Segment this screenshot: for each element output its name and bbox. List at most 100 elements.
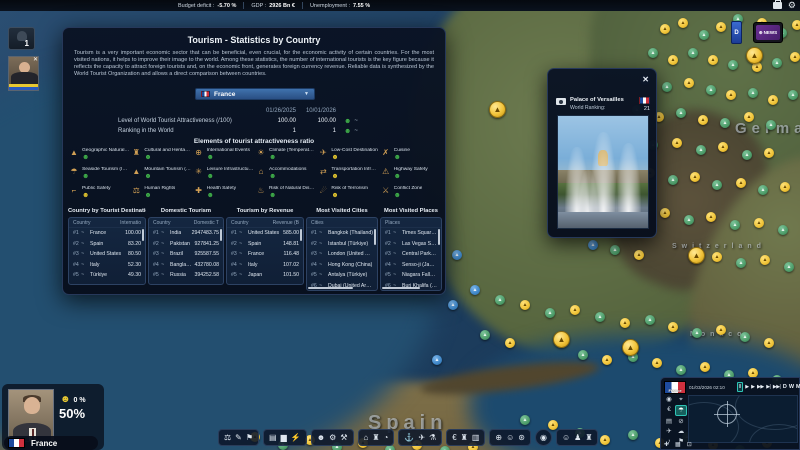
table-row[interactable]: #2 ~ Spain 148.81 — [227, 239, 303, 250]
tourist-site-marker[interactable]: ▲ — [634, 250, 644, 260]
person-icon[interactable]: ☻ — [316, 432, 326, 442]
screenshot-icon[interactable]: ⊡ — [686, 442, 692, 448]
tourist-site-marker[interactable]: ▲ — [678, 18, 688, 28]
advisers-button[interactable]: 1 — [8, 27, 35, 50]
grid-layer-icon[interactable]: ▤ — [665, 418, 673, 425]
tourist-site-marker[interactable]: ▲ — [684, 78, 694, 88]
table-row[interactable]: #2 ~ Spain 83.20 — [69, 239, 145, 250]
tourist-site-marker[interactable]: ▲ — [744, 112, 754, 122]
scales-icon[interactable]: ⚖ — [224, 432, 232, 442]
citizens-icon[interactable]: ☺ — [561, 432, 571, 442]
tourist-site-marker[interactable]: ▲ — [784, 262, 794, 272]
vertical-scrollbar[interactable] — [300, 229, 302, 241]
flag-layer-icon[interactable]: ⚑ — [678, 438, 684, 445]
table-row[interactable]: #3 ~ United States 80.50 — [69, 249, 145, 260]
tourist-site-marker[interactable]: ▲ — [520, 415, 530, 425]
table-body[interactable]: Country Domestic T #1 ~ India 2947483.75 #2 ~ Pa… — [148, 217, 224, 285]
tourist-site-marker[interactable]: ▲ — [654, 112, 664, 122]
tiles-icon[interactable]: ▦ — [675, 442, 681, 448]
news-app-icon[interactable]: D — [731, 21, 742, 44]
table-row[interactable]: #1 ~ France 100.00 — [69, 228, 145, 239]
fast-forward-button[interactable]: ▶▶ — [757, 384, 764, 390]
tourist-site-marker[interactable]: ▲ — [660, 208, 670, 218]
tourist-site-marker[interactable]: ▲ — [748, 368, 758, 378]
tourist-site-marker[interactable]: ▲ — [545, 308, 555, 318]
tourist-site-marker[interactable]: ▲ — [570, 305, 580, 315]
horizontal-scrollbar[interactable] — [382, 287, 420, 289]
vertical-scrollbar[interactable] — [374, 229, 376, 245]
close-icon[interactable]: ✕ — [642, 75, 649, 84]
table-row[interactable]: #5 ~ Türkiye 49.30 — [69, 270, 145, 281]
tourist-site-marker[interactable]: ▲ — [688, 247, 705, 264]
tourist-site-marker[interactable]: ▲ — [578, 350, 588, 360]
tourist-site-marker[interactable]: ▲ — [716, 22, 726, 32]
tourist-site-marker[interactable]: ▲ — [764, 338, 774, 348]
tourist-site-marker[interactable]: ▲ — [595, 312, 605, 322]
target-layer-icon[interactable]: ⌖ — [679, 396, 683, 403]
play-button[interactable]: ▶ — [745, 384, 749, 390]
tourist-site-marker[interactable]: ▲ — [468, 442, 478, 450]
speed-w-button[interactable]: W — [788, 384, 794, 390]
skip-end-button[interactable]: ▶▶| — [772, 384, 781, 390]
table-row[interactable]: #4 ~ Senso-ji (Japan) — [381, 260, 441, 271]
vertical-scrollbar[interactable] — [438, 229, 440, 245]
table-row[interactable]: #4 ~ Italy 107.02 — [227, 260, 303, 271]
tourist-site-marker[interactable]: ▲ — [684, 215, 694, 225]
tourist-site-marker[interactable]: ▲ — [790, 52, 800, 62]
tourist-site-marker[interactable]: ▲ — [489, 101, 506, 118]
tourist-site-marker[interactable]: ▲ — [724, 370, 734, 380]
tourist-site-marker[interactable]: ▲ — [628, 352, 638, 362]
country-selector[interactable]: France ▼ — [195, 88, 315, 100]
table-row[interactable]: #4~ Bangladesh432780.08 — [149, 260, 223, 271]
tourist-site-marker[interactable]: ▲ — [716, 325, 726, 335]
table-row[interactable]: #1~ Times Square (United State.. — [381, 228, 441, 239]
ledger-icon[interactable]: ▤ — [269, 432, 277, 442]
table-body[interactable]: Cities #1 ~ Bangkok (Thailand) #2 ~ Istanbul (… — [306, 217, 378, 291]
table-body[interactable]: Places#1~Times Square (United State..#2~… — [380, 217, 442, 291]
tourist-site-marker[interactable]: ▲ — [548, 420, 558, 430]
tourist-site-marker[interactable]: ▲ — [699, 30, 709, 40]
people-icon[interactable]: ☺ — [506, 432, 515, 442]
tourist-site-marker[interactable]: ▲ — [696, 145, 706, 155]
culture-layer-icon[interactable]: ♪ — [667, 438, 671, 445]
table-row[interactable]: #4 ~ Hong Kong (China) — [307, 260, 377, 271]
news-tv-icon[interactable]: ⊕ NEWS — [753, 22, 783, 43]
vertical-scrollbar[interactable] — [142, 229, 144, 241]
tourist-site-marker[interactable]: ▲ — [602, 355, 612, 365]
tourist-site-marker[interactable]: ▲ — [495, 295, 505, 305]
world-icon[interactable]: ⊛ — [518, 432, 525, 442]
table-row[interactable]: #3 ~ Brazil 925587.55 — [149, 249, 223, 260]
table-row[interactable]: #5 ~ Antalya (Türkiye) — [307, 270, 377, 281]
tourist-site-marker[interactable]: ▲ — [452, 250, 462, 260]
tourist-site-marker[interactable]: ▲ — [600, 435, 610, 445]
tourist-site-marker[interactable]: ▲ — [432, 355, 442, 365]
fort-icon[interactable]: ♜ — [585, 432, 593, 442]
tourist-site-marker[interactable]: ▲ — [706, 85, 716, 95]
play2-button[interactable]: ▶ — [751, 384, 755, 390]
tourist-site-marker[interactable]: ▲ — [760, 255, 770, 265]
stats-icon[interactable]: ▥ — [471, 432, 480, 442]
table-row[interactable]: #3 ~ France 116.48 — [227, 249, 303, 260]
tourist-site-marker[interactable]: ▲ — [720, 118, 730, 128]
table-row[interactable]: #5 ~ Japan 101.50 — [227, 270, 303, 281]
tourist-site-marker[interactable]: ▲ — [780, 182, 790, 192]
research-icon[interactable]: ⚗ — [429, 432, 437, 442]
tourist-site-marker[interactable]: ▲ — [700, 362, 710, 372]
table-row[interactable]: #2~ Las Vegas Strip (United Stat.. — [381, 239, 441, 250]
tourist-site-marker[interactable]: ▲ — [440, 446, 450, 450]
briefcase-icon[interactable] — [772, 0, 782, 9]
tourist-site-marker[interactable]: ▲ — [668, 175, 678, 185]
tourist-site-marker[interactable]: ▲ — [792, 20, 800, 30]
minimap-country-flag[interactable]: France — [664, 381, 686, 394]
tourist-site-marker[interactable]: ▲ — [788, 90, 798, 100]
tourist-site-marker[interactable]: ▲ — [622, 339, 639, 356]
tourist-site-marker[interactable]: ▲ — [726, 90, 736, 100]
table-row[interactable]: #3~ London (United Kingdom) — [307, 249, 377, 260]
table-row[interactable]: #6~Dubai (United Arab Emirates.. — [307, 281, 377, 291]
tourist-site-marker[interactable]: ▲ — [733, 14, 743, 24]
tourist-site-marker[interactable]: ▲ — [385, 445, 395, 450]
tourist-site-marker[interactable]: ▲ — [746, 47, 763, 64]
tourist-site-marker[interactable]: ▲ — [668, 322, 678, 332]
table-row[interactable]: #1 ~ India 2947483.75 — [149, 228, 223, 239]
tools-icon[interactable]: ⚒ — [340, 432, 348, 442]
